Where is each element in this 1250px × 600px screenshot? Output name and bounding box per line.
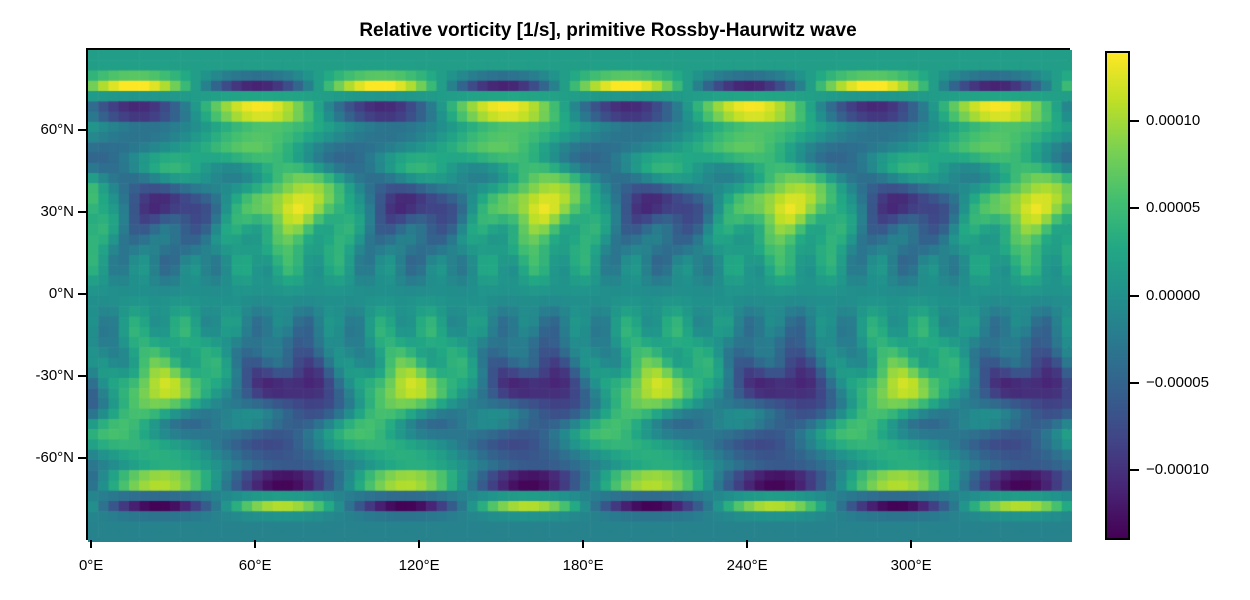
chart-title: Relative vorticity [1/s], primitive Ross… (359, 20, 857, 41)
x-tick-label: 240°E (726, 557, 768, 574)
y-tick-label: 0°N (48, 285, 74, 302)
x-tick-mark (418, 540, 421, 548)
y-tick-label: -60°N (35, 449, 74, 466)
x-tick-label: 120°E (398, 557, 440, 574)
colorbar-tick-label: 0.00005 (1146, 199, 1201, 217)
y-tick-mark (78, 375, 86, 377)
y-tick-mark (78, 457, 86, 459)
y-tick-mark (78, 293, 86, 295)
x-tick-label: 0°E (78, 557, 104, 574)
x-tick-mark (254, 540, 257, 548)
y-tick-label: 30°N (40, 203, 74, 220)
colorbar-tick-label: −0.00005 (1146, 373, 1209, 391)
colorbar-tick-mark (1130, 294, 1139, 297)
plot-area (86, 48, 1072, 542)
colorbar-tick-label: 0.00010 (1146, 111, 1201, 129)
colorbar-tick-mark (1130, 469, 1139, 472)
y-tick-mark (78, 211, 86, 213)
y-tick-mark (78, 129, 86, 131)
x-tick-mark (746, 540, 749, 548)
colorbar-tick-label: −0.00010 (1146, 461, 1209, 479)
x-tick-label: 300°E (890, 557, 932, 574)
x-tick-label: 180°E (562, 557, 604, 574)
y-tick-label: 60°N (40, 121, 74, 138)
colorbar-tick-mark (1130, 119, 1139, 122)
colorbar-tick-label: 0.00000 (1146, 286, 1201, 304)
heatmap-canvas (88, 50, 1072, 542)
colorbar-tick-mark (1130, 207, 1139, 210)
y-tick-label: -30°N (35, 367, 74, 384)
colorbar-tick-mark (1130, 381, 1139, 384)
x-tick-mark (90, 540, 93, 548)
x-tick-mark (910, 540, 913, 548)
colorbar (1105, 51, 1130, 540)
x-tick-label: 60°E (238, 557, 272, 574)
x-tick-mark (582, 540, 585, 548)
